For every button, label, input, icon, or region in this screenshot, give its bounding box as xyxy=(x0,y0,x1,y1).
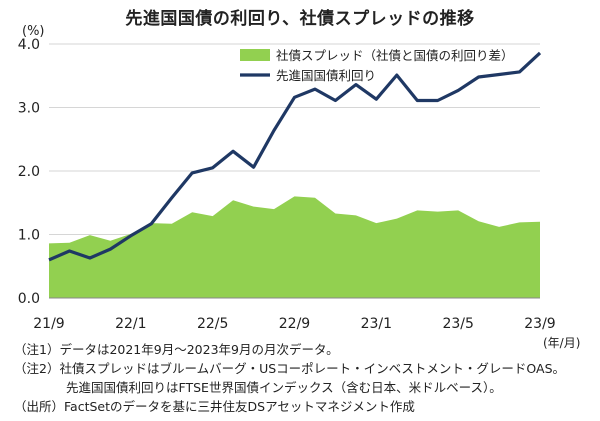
spread-area-series xyxy=(49,196,540,298)
x-tick-label: 23/5 xyxy=(442,316,473,332)
footnotes: （注1）データは2021年9月～2023年9月の月次データ。 （注2）社債スプレ… xyxy=(14,340,565,416)
note-1: （注1）データは2021年9月～2023年9月の月次データ。 xyxy=(14,342,339,357)
yield-line xyxy=(48,51,542,262)
x-axis-unit: (年/月) xyxy=(543,336,581,350)
spread-area xyxy=(49,196,540,298)
axes: 0.0 1.0 2.0 3.0 4.0 21/9 22/1 22/5 22/9 23/1 23/5 2… xyxy=(18,37,556,332)
chart-title: 先進国国債の利回り、社債スプレッドの推移 xyxy=(125,9,475,29)
legend-label-spread: 社債スプレッド（社債と国債の利回り差） xyxy=(276,48,514,63)
legend-label-yield: 先進国国債利回り xyxy=(276,68,376,83)
note-2-continued: 先進国国債利回りはFTSE世界国債インデックス（含む日本、米ドルベース）。 xyxy=(66,380,502,395)
x-tick-label: 22/1 xyxy=(115,316,146,332)
y-tick-label: 3.0 xyxy=(18,101,40,117)
y-tick-label: 0.0 xyxy=(18,291,40,307)
yield-line-series xyxy=(48,51,542,262)
y-tick-label: 2.0 xyxy=(18,164,40,180)
legend: 社債スプレッド（社債と国債の利回り差） 先進国国債利回り xyxy=(240,48,514,83)
x-tick-label: 23/1 xyxy=(361,316,392,332)
legend-swatch-spread xyxy=(240,49,270,61)
x-tick-label: 22/9 xyxy=(279,316,310,332)
source-note: （出所）FactSetのデータを基に三井住友DSアセットマネジメント作成 xyxy=(14,399,415,414)
y-tick-label: 1.0 xyxy=(18,228,40,244)
y-tick-label: 4.0 xyxy=(18,37,40,53)
x-tick-label: 21/9 xyxy=(33,316,64,332)
y-axis-unit: (%) xyxy=(22,24,45,39)
note-2: （注2）社債スプレッドはブルームバーグ・USコーポレート・インベストメント・グレ… xyxy=(14,361,566,376)
x-tick-label: 22/5 xyxy=(197,316,228,332)
x-tick-label: 23/9 xyxy=(524,316,555,332)
